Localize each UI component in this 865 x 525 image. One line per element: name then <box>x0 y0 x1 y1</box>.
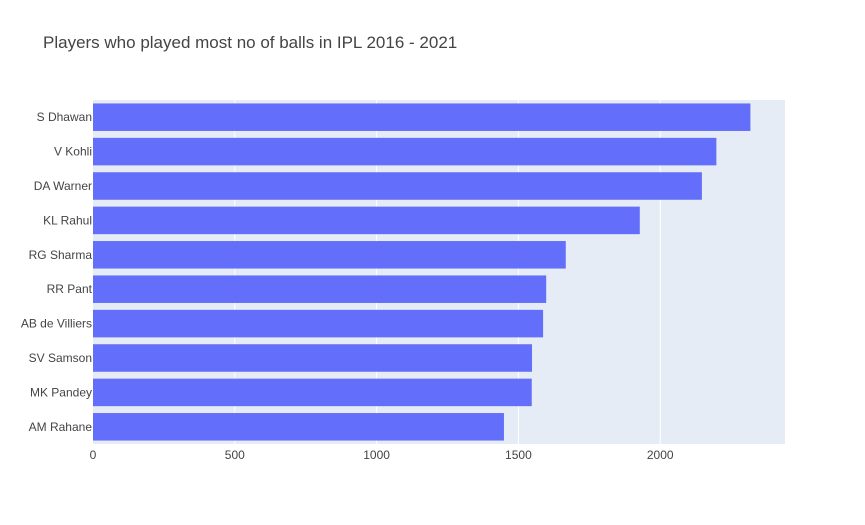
bar[interactable] <box>93 378 532 407</box>
bar[interactable] <box>93 206 640 235</box>
bar[interactable] <box>93 413 504 441</box>
y-tick-label: RR Pant <box>47 282 93 296</box>
y-tick-label: V Kohli <box>54 145 92 159</box>
y-tick-label: DA Warner <box>34 179 92 193</box>
y-tick-label: AB de Villiers <box>21 317 92 331</box>
bars <box>93 103 751 441</box>
x-tick-label: 500 <box>225 448 245 462</box>
y-tick-label: MK Pandey <box>30 385 92 399</box>
bar[interactable] <box>93 241 566 269</box>
y-tick-label: RG Sharma <box>29 248 93 262</box>
x-tick-label: 2000 <box>647 448 674 462</box>
bar[interactable] <box>93 137 717 166</box>
x-tick-label: 0 <box>90 448 97 462</box>
x-tick-label: 1000 <box>363 448 390 462</box>
chart-title: Players who played most no of balls in I… <box>43 33 458 52</box>
bar[interactable] <box>93 309 544 338</box>
y-tick-label: AM Rahane <box>29 420 93 434</box>
bar[interactable] <box>93 344 533 372</box>
y-tick-label: KL Rahul <box>43 213 92 227</box>
bar[interactable] <box>93 103 751 131</box>
bar[interactable] <box>93 275 547 303</box>
x-axis-labels: 0 500 1000 1500 2000 <box>90 448 674 462</box>
x-tick-label: 1500 <box>505 448 532 462</box>
y-tick-label: SV Samson <box>29 351 92 365</box>
y-tick-label: S Dhawan <box>37 110 92 124</box>
y-axis-labels: S Dhawan V Kohli DA Warner KL Rahul RG Sharm… <box>21 110 93 434</box>
bar[interactable] <box>93 172 702 200</box>
